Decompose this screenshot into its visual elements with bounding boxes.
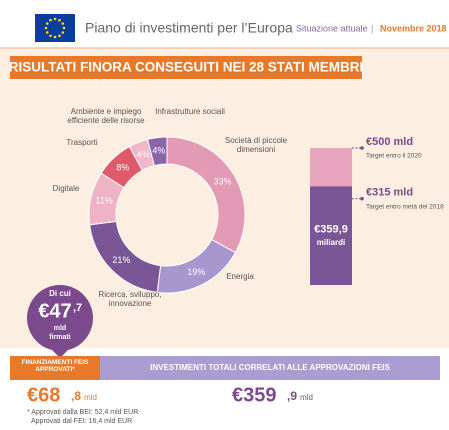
slice-category-label: Ricerca, sviluppo, innovazione [98, 290, 162, 309]
footer-right-label: INVESTIMENTI TOTALI CORRELATI ALLE APPRO… [150, 363, 390, 372]
banner-text: RISULTATI FINORA CONSEGUITI NEI 28 STATI… [9, 60, 364, 75]
slice-category-label: Infrastrutture sociali [155, 107, 225, 116]
flag-stars [44, 17, 66, 39]
callout-bubble [27, 285, 93, 351]
header-title: Piano di investimenti per l’Europa [85, 20, 293, 36]
right-total-amount: €359 [232, 384, 277, 406]
footer-note: * Approvati dalla BEI: 52,4 mld EUR [27, 409, 138, 416]
target-label: €315 mld [366, 187, 413, 199]
slice-value-label: 4% [152, 145, 165, 155]
target-dot [360, 196, 364, 201]
slice-value-label: 4% [137, 149, 150, 159]
bar-value-label: €359,9 [314, 224, 348, 236]
slice-value-label: 21% [112, 255, 130, 265]
slice-value-label: 8% [116, 162, 129, 172]
slice-category-label: Energia [226, 272, 254, 281]
target-label: €500 mld [366, 136, 413, 148]
right-total-decimal: ,9 [287, 389, 297, 403]
slice-category-label: Digitale [52, 184, 80, 193]
target-note: Target entro metà del 2018 [366, 203, 444, 210]
callout-bottom: firmati [49, 334, 70, 341]
header-date: Novembre 2018 [380, 23, 447, 33]
slice-value-label: 33% [214, 177, 232, 187]
header-status: Situazione attuale [296, 23, 368, 33]
target-dot [360, 146, 364, 150]
left-total-amount: €68 [27, 384, 60, 406]
left-total-unit: mld [84, 393, 97, 402]
footer-left-band [10, 356, 100, 380]
right-total-unit: mld [300, 393, 313, 402]
slice-category-label: Trasporti [66, 138, 98, 147]
donut-slice [146, 136, 168, 167]
bar-value-label: miliardi [317, 238, 345, 247]
slice-category-label: Ambiente e impiego efficiente delle riso… [67, 107, 145, 126]
slice-value-label: 19% [187, 267, 205, 277]
banner [10, 56, 362, 79]
left-total-decimal: ,8 [71, 389, 81, 403]
target-note: Target entro il 2020 [366, 153, 422, 160]
callout-amount: €47 [38, 300, 71, 322]
callout-pointer [50, 348, 70, 358]
slice-value-label: 11% [95, 195, 112, 205]
callout-decimal: ,7 [73, 302, 82, 314]
slice-category-label: Società di piccole dimensioni [224, 136, 288, 155]
footer-left-label: FINANZIAMENTI FEIS APPROVATI* [21, 359, 89, 374]
callout-top: Di cui [49, 289, 71, 298]
footer-note: Approvati dal FEI: 16,4 mld EUR [31, 418, 132, 425]
bar [310, 186, 352, 285]
callout-unit: mld [54, 325, 66, 332]
footer-right-band [100, 356, 440, 380]
header-separator: | [371, 23, 373, 33]
